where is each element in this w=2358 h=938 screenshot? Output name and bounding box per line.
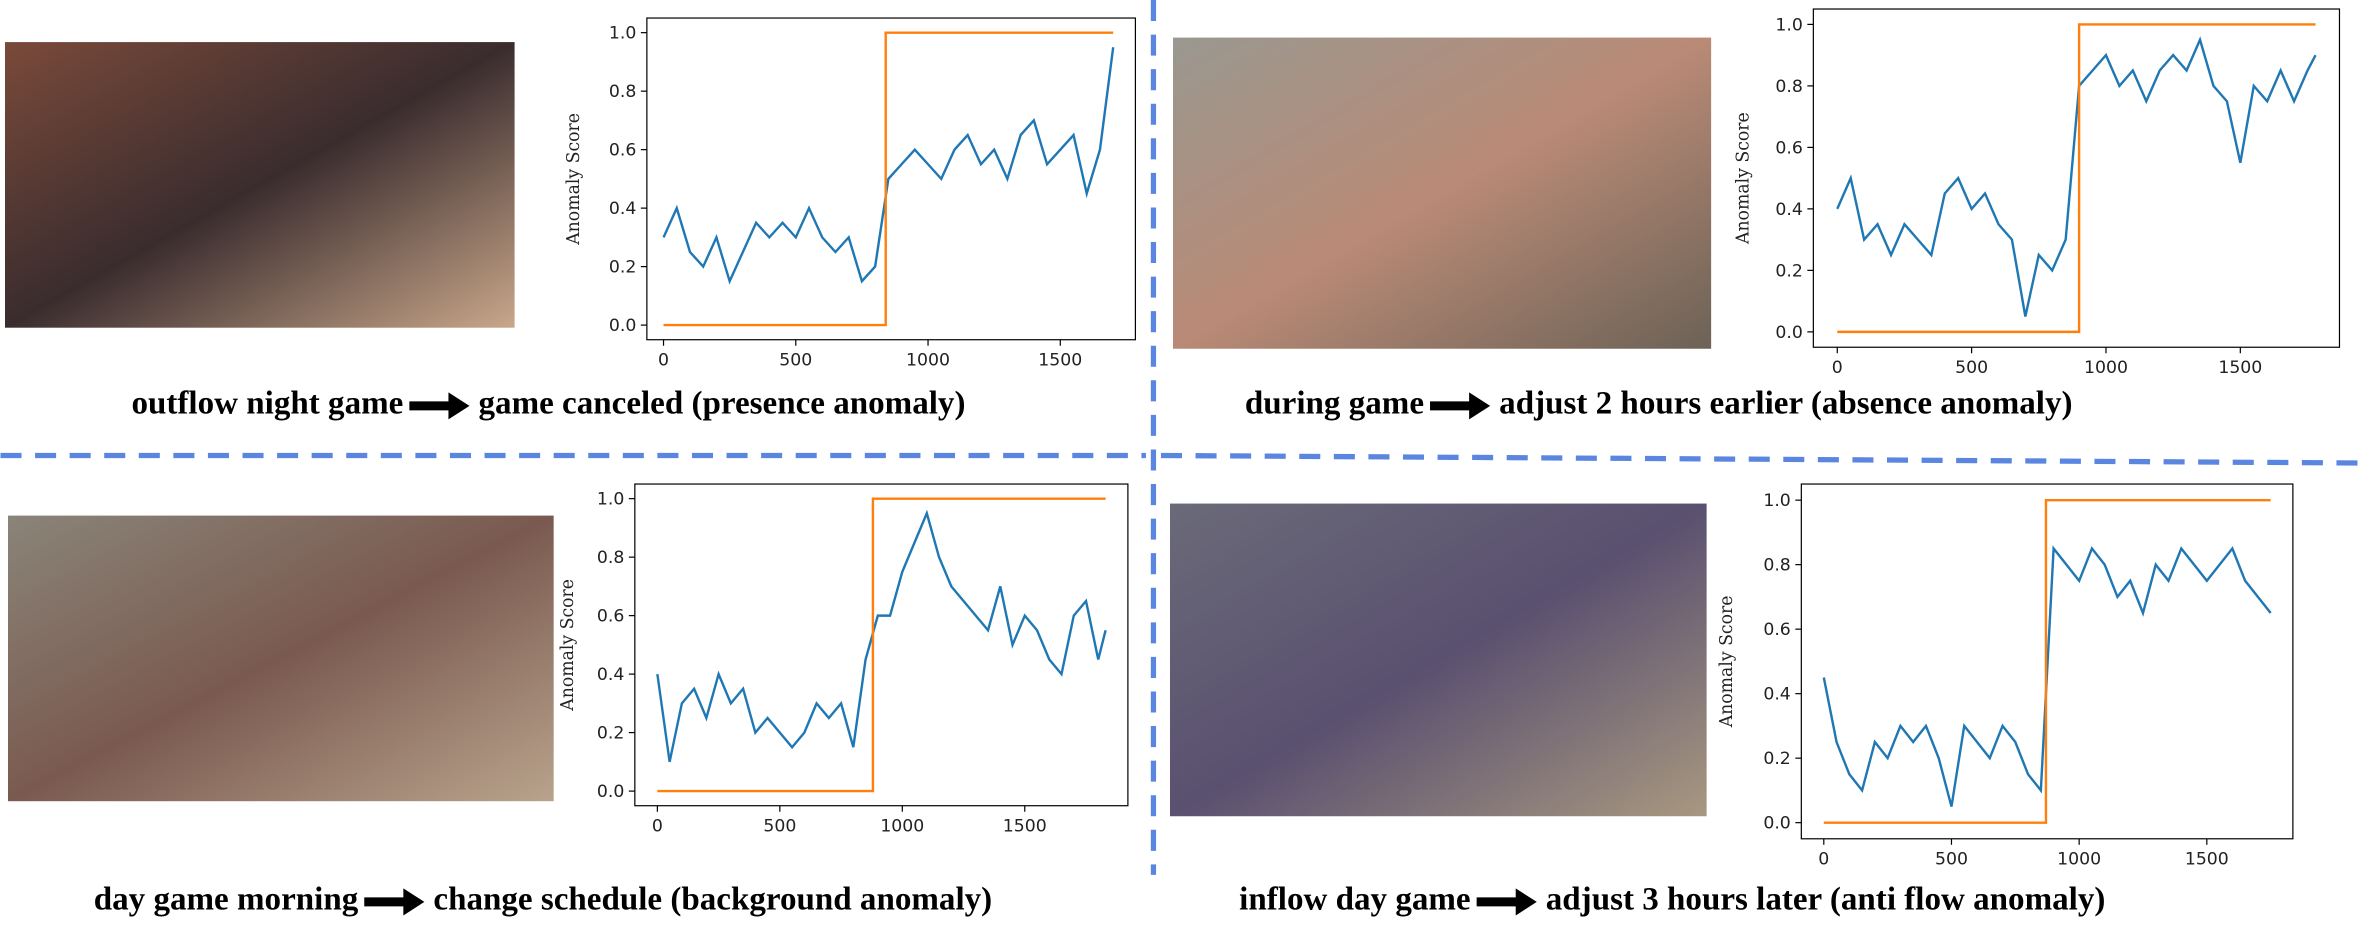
y-axis-label: Anomaly Score xyxy=(1734,112,1754,245)
data-line xyxy=(1822,545,2272,807)
y-tick-label: 0.6 xyxy=(1775,138,1802,158)
caption-left: day game morning xyxy=(94,882,359,918)
axes-frame xyxy=(1812,8,2341,348)
photo xyxy=(8,515,554,802)
y-axis-label: Anomaly Score xyxy=(558,579,578,712)
x-tick-label: 0 xyxy=(652,816,663,836)
x-tick-label: 1500 xyxy=(1038,350,1082,370)
caption-right: adjust 2 hours earlier (absence anomaly) xyxy=(1499,385,2072,421)
y-tick-label: 0.8 xyxy=(1763,556,1790,576)
caption-arrow xyxy=(1476,888,1537,916)
x-tick-label: 1000 xyxy=(2057,849,2101,869)
x-tick-label: 500 xyxy=(779,350,812,370)
caption-right: adjust 3 hours later (anti flow anomaly) xyxy=(1546,882,2106,918)
caption-arrow xyxy=(1430,392,1491,420)
x-tick-label: 1000 xyxy=(880,816,924,836)
photo xyxy=(4,42,515,328)
y-tick-label: 0.4 xyxy=(1775,200,1802,220)
y-tick-label: 1.0 xyxy=(609,24,636,44)
y-tick-label: 0.8 xyxy=(597,548,624,568)
photo xyxy=(1172,37,1712,349)
x-tick-label: 1000 xyxy=(2084,358,2128,378)
caption-left: during game xyxy=(1245,385,1424,421)
y-tick-label: 0.0 xyxy=(1775,323,1802,343)
y-tick-label: 0.2 xyxy=(1775,261,1802,281)
x-tick-label: 1500 xyxy=(1003,816,1047,836)
caption-arrow xyxy=(364,888,425,916)
data-line xyxy=(663,31,1114,327)
axes-frame xyxy=(634,483,1129,807)
divider xyxy=(1160,452,2358,466)
x-tick-label: 0 xyxy=(658,350,669,370)
data-line xyxy=(662,47,1115,285)
y-tick-label: 1.0 xyxy=(1775,15,1802,35)
x-tick-label: 0 xyxy=(1832,358,1843,378)
caption-right: game canceled (presence anomaly) xyxy=(479,385,966,421)
x-tick-label: 0 xyxy=(1818,849,1829,869)
data-line xyxy=(657,497,1106,793)
y-tick-label: 0.0 xyxy=(1763,814,1790,834)
y-tick-label: 0.0 xyxy=(609,316,636,336)
y-tick-label: 0.8 xyxy=(609,82,636,102)
y-axis-label: Anomaly Score xyxy=(1717,596,1737,729)
x-tick-label: 500 xyxy=(1955,358,1988,378)
axes-frame xyxy=(646,17,1137,341)
data-line xyxy=(1837,23,2316,334)
y-tick-label: 0.6 xyxy=(609,141,636,161)
y-tick-label: 1.0 xyxy=(1763,491,1790,511)
y-tick-label: 0.0 xyxy=(597,782,624,802)
y-tick-label: 0.4 xyxy=(597,665,624,685)
y-tick-label: 0.6 xyxy=(1763,620,1790,640)
data-line xyxy=(656,509,1107,763)
y-tick-label: 0.6 xyxy=(597,607,624,627)
x-tick-label: 500 xyxy=(1935,849,1968,869)
x-tick-label: 1500 xyxy=(2218,358,2262,378)
axes-frame xyxy=(1800,483,2294,840)
data-line xyxy=(1836,36,2317,317)
y-tick-label: 0.8 xyxy=(1775,77,1802,97)
caption-right: change schedule (background anomaly) xyxy=(433,882,992,918)
y-tick-label: 0.2 xyxy=(609,258,636,278)
y-axis-label: Anomaly Score xyxy=(564,113,584,246)
y-tick-label: 0.4 xyxy=(1763,685,1790,705)
y-tick-label: 1.0 xyxy=(597,490,624,510)
caption-arrow xyxy=(409,392,470,420)
photo xyxy=(1169,503,1707,817)
caption-left: inflow day game xyxy=(1239,882,1470,918)
caption-left: outflow night game xyxy=(131,385,403,421)
x-tick-label: 500 xyxy=(763,816,796,836)
y-tick-label: 0.2 xyxy=(1763,749,1790,769)
x-tick-label: 1500 xyxy=(2185,849,2229,869)
x-tick-label: 1000 xyxy=(906,350,950,370)
y-tick-label: 0.4 xyxy=(609,199,636,219)
y-tick-label: 0.2 xyxy=(597,724,624,744)
data-line xyxy=(1823,498,2271,824)
